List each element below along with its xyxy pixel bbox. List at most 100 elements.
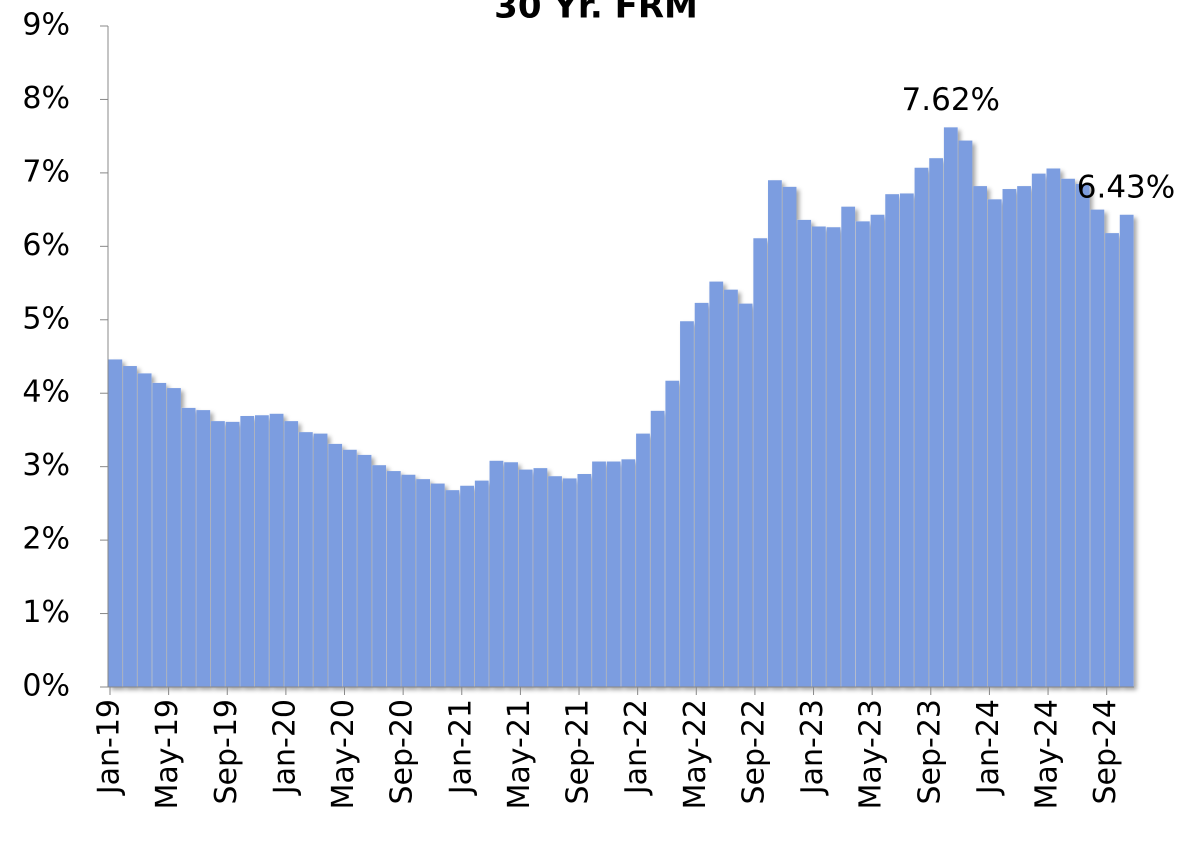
bar	[123, 366, 137, 687]
bar	[255, 415, 269, 687]
bar	[269, 413, 284, 687]
bar	[430, 483, 445, 687]
bar	[548, 476, 562, 687]
bar	[636, 433, 650, 687]
bar	[841, 206, 856, 687]
chart-title: 30 Yr. FRM	[494, 0, 698, 27]
bar	[1031, 173, 1046, 687]
bar	[724, 289, 738, 687]
bar	[899, 193, 914, 687]
bar	[474, 480, 489, 687]
bar	[386, 471, 401, 687]
bar	[181, 407, 196, 687]
bars	[108, 127, 1134, 688]
bar	[826, 227, 841, 687]
x-tick-label: Sep-20	[385, 699, 420, 805]
x-tick-label: Sep-22	[736, 699, 771, 805]
bar	[167, 388, 181, 687]
bar	[768, 180, 782, 687]
y-tick-label: 9%	[22, 8, 70, 43]
y-tick-label: 0%	[22, 669, 70, 704]
x-tick-label: Sep-23	[912, 699, 947, 805]
bar	[1002, 189, 1017, 687]
bar	[328, 443, 343, 687]
bar	[738, 303, 753, 687]
y-tick-label: 1%	[22, 595, 70, 630]
bar	[797, 219, 812, 688]
bar	[137, 373, 152, 687]
x-tick-label: Jan-24	[971, 699, 1006, 796]
x-tick-label: May-23	[854, 699, 889, 810]
x-tick-label: Jan-22	[619, 699, 654, 796]
bar	[1119, 214, 1134, 687]
x-tick-label: Sep-19	[209, 699, 244, 805]
y-tick-label: 4%	[22, 375, 70, 410]
y-tick-label: 8%	[22, 81, 70, 116]
bar	[650, 410, 665, 687]
bar	[533, 468, 548, 687]
x-tick-label: May-24	[1030, 699, 1065, 810]
bar	[240, 415, 255, 687]
bar	[929, 158, 944, 687]
bar	[577, 474, 592, 687]
bar	[1046, 168, 1061, 687]
bar	[562, 478, 577, 687]
bar	[680, 321, 694, 687]
bar	[489, 460, 504, 687]
x-tick-label: May-19	[150, 699, 185, 810]
bar	[518, 469, 533, 687]
bar	[108, 359, 123, 687]
x-tick-label: Sep-21	[561, 699, 596, 805]
bar	[855, 221, 870, 687]
x-tick-label: Jan-21	[443, 699, 478, 796]
x-tick-label: May-22	[678, 699, 713, 810]
bar	[665, 380, 680, 687]
y-tick-label: 2%	[22, 522, 70, 557]
bar	[211, 421, 225, 687]
x-tick-label: Jan-19	[92, 699, 127, 796]
bar	[504, 462, 518, 687]
y-tick-label: 3%	[22, 448, 70, 483]
bar	[811, 226, 826, 687]
bar	[196, 410, 211, 687]
bar	[621, 459, 636, 687]
bar	[753, 238, 768, 687]
bar	[606, 461, 621, 687]
bar	[943, 127, 958, 687]
x-tick-label: Jan-20	[267, 699, 302, 796]
bar	[973, 186, 987, 687]
bar	[445, 490, 460, 687]
bar	[987, 199, 1002, 687]
x-tick-label: May-21	[502, 699, 537, 810]
bar	[1017, 186, 1031, 687]
value-label: 6.43%	[1077, 169, 1175, 205]
bar	[342, 449, 357, 687]
bar	[372, 465, 387, 687]
bar	[1105, 233, 1119, 687]
x-tick-label: Sep-24	[1088, 699, 1123, 805]
value-label: 7.62%	[902, 82, 1000, 118]
bar	[1075, 183, 1090, 687]
bar	[870, 214, 885, 687]
bar	[782, 186, 797, 688]
bar	[313, 433, 328, 687]
bar	[1090, 209, 1105, 687]
bar	[284, 421, 299, 687]
bar	[416, 479, 431, 687]
bar	[914, 167, 929, 687]
bar	[225, 421, 240, 687]
bar	[460, 485, 474, 687]
y-tick-label: 5%	[22, 301, 70, 336]
bar	[357, 454, 372, 687]
bar	[1061, 178, 1075, 687]
bar	[958, 140, 973, 687]
bar	[709, 281, 724, 687]
bar	[592, 461, 606, 687]
bar	[152, 382, 167, 687]
x-tick-label: Jan-23	[795, 699, 830, 796]
bar	[694, 302, 709, 687]
y-tick-label: 7%	[22, 154, 70, 189]
bar	[885, 194, 900, 687]
